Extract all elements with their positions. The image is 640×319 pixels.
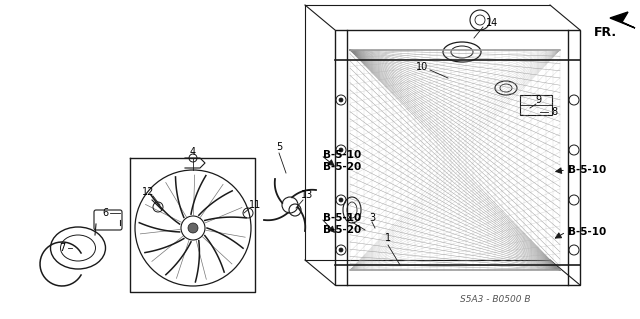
Text: S5A3 - B0500 B: S5A3 - B0500 B <box>460 294 531 303</box>
Circle shape <box>339 148 343 152</box>
Text: 10: 10 <box>416 62 428 72</box>
Text: B-5-20: B-5-20 <box>323 162 361 172</box>
Circle shape <box>188 223 198 233</box>
Text: B-5-10: B-5-10 <box>323 213 361 223</box>
Text: 9: 9 <box>535 95 541 105</box>
Text: 1: 1 <box>385 233 391 243</box>
Circle shape <box>339 98 343 102</box>
Text: B-5-20: B-5-20 <box>323 225 361 235</box>
Text: 3: 3 <box>369 213 375 223</box>
Text: B-5-10: B-5-10 <box>568 227 606 237</box>
Text: 4: 4 <box>190 147 196 157</box>
Bar <box>335 30 580 285</box>
Text: 11: 11 <box>249 200 261 210</box>
Text: 8: 8 <box>551 107 557 117</box>
Circle shape <box>339 198 343 202</box>
Text: 13: 13 <box>301 190 313 200</box>
Text: FR.: FR. <box>594 26 617 39</box>
Text: 5: 5 <box>276 142 282 152</box>
Text: B-5-10: B-5-10 <box>568 165 606 175</box>
Circle shape <box>339 248 343 252</box>
Text: 2: 2 <box>345 213 351 223</box>
Text: 6: 6 <box>102 208 108 218</box>
Text: 12: 12 <box>142 187 154 197</box>
Polygon shape <box>610 12 635 28</box>
Text: 7: 7 <box>59 243 65 253</box>
Text: B-5-10: B-5-10 <box>323 150 361 160</box>
Bar <box>520 95 552 115</box>
Text: 14: 14 <box>486 18 498 28</box>
